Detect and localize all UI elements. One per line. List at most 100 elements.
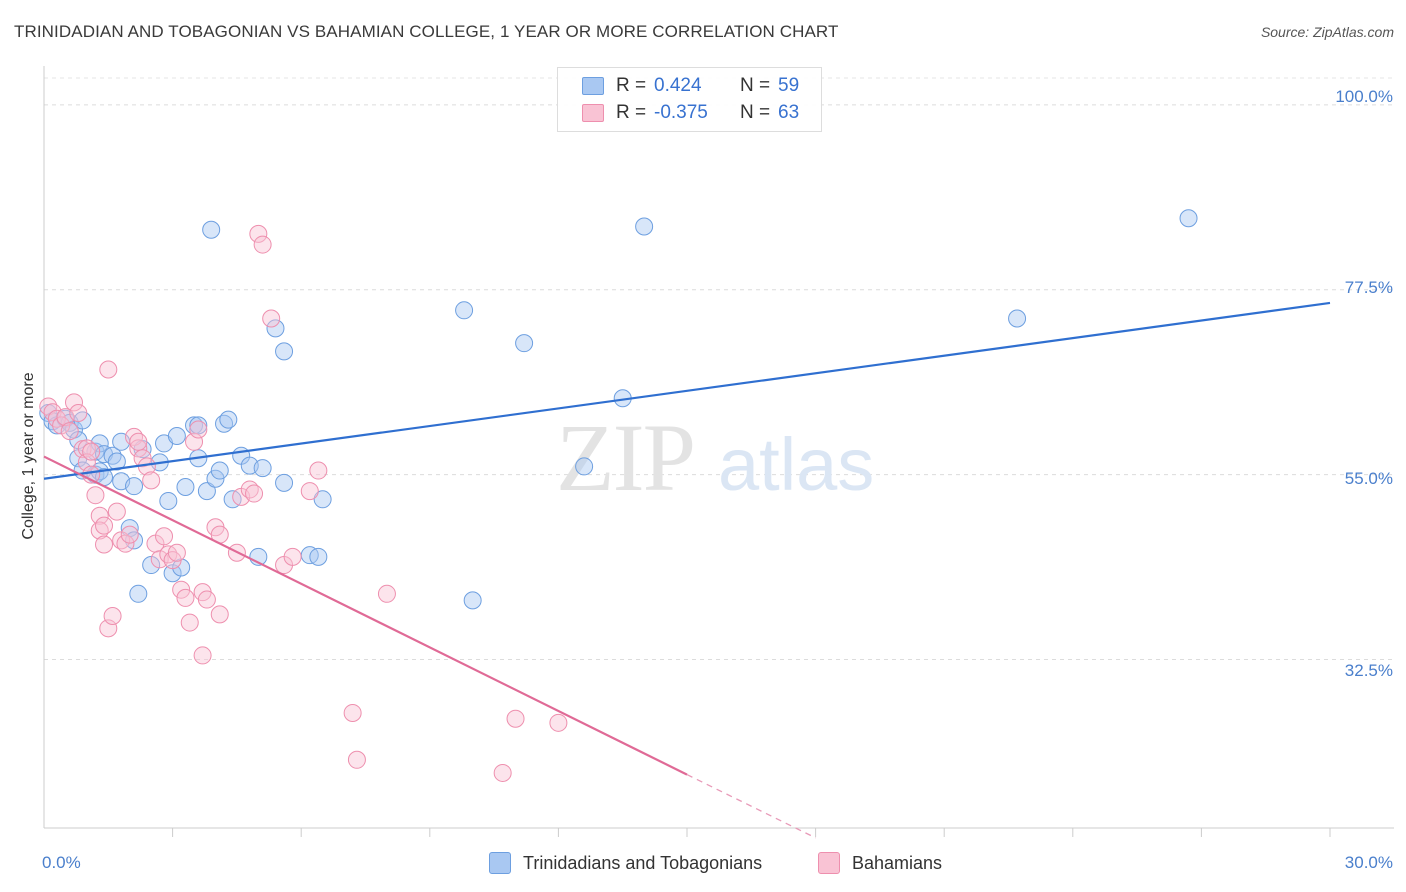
chart-source: Source: ZipAtlas.com — [1260, 24, 1394, 40]
legend-swatch-pink — [818, 852, 840, 874]
point-bahamian — [120, 525, 139, 544]
point-trinidadian — [275, 342, 294, 361]
point-trinidadian — [275, 473, 294, 492]
stats-swatch-pink — [582, 104, 604, 122]
point-bahamian — [283, 547, 302, 566]
point-bahamian — [95, 516, 114, 535]
point-trinidadian — [313, 490, 332, 509]
point-bahamian — [210, 605, 229, 624]
legend-item-trinidadian[interactable]: Trinidadians and Tobagonians — [489, 852, 762, 874]
point-bahamian — [343, 703, 362, 722]
point-bahamian — [172, 580, 191, 599]
point-bahamian — [142, 471, 161, 490]
trend-line-bahamian-extension — [686, 774, 816, 839]
point-trinidadian — [206, 469, 225, 488]
point-bahamian — [95, 535, 114, 554]
point-bahamian — [155, 527, 174, 546]
chart-title: TRINIDADIAN AND TOBAGONIAN VS BAHAMIAN C… — [14, 22, 839, 41]
point-bahamian — [82, 442, 101, 461]
n-value: 59 — [778, 75, 800, 96]
point-bahamian — [52, 416, 71, 435]
point-bahamian — [249, 224, 268, 243]
axes — [43, 66, 1394, 837]
trend-line-bahamian — [43, 455, 688, 776]
point-bahamian — [69, 404, 88, 423]
point-trinidadian — [515, 334, 534, 353]
point-bahamian — [129, 432, 148, 451]
point-trinidadian — [1008, 309, 1027, 328]
point-trinidadian — [575, 457, 594, 476]
point-trinidadian — [125, 477, 144, 496]
point-bahamian — [60, 422, 79, 441]
chart-legend: Trinidadians and Tobagonians Bahamians — [0, 852, 1406, 876]
point-trinidadian — [107, 452, 126, 471]
grid-lines — [44, 77, 1394, 661]
point-trinidadian — [309, 547, 328, 566]
point-trinidadian — [463, 591, 482, 610]
y-tick-label: 100.0% — [1335, 87, 1393, 106]
point-trinidadian — [176, 477, 195, 496]
point-bahamian — [309, 461, 328, 480]
point-trinidadian — [635, 217, 654, 236]
point-bahamian — [180, 613, 199, 632]
r-label: R = — [616, 102, 647, 123]
point-trinidadian — [1179, 209, 1198, 228]
y-tick-label: 77.5% — [1344, 278, 1393, 297]
point-bahamian — [262, 309, 281, 328]
n-label: N = — [740, 75, 771, 96]
point-trinidadian — [129, 584, 148, 603]
point-bahamian — [116, 534, 135, 553]
point-bahamian — [99, 360, 118, 379]
point-bahamian — [167, 543, 186, 562]
correlation-stats-box: R = 0.424 N = 59 R = -0.375 N = 63 — [557, 67, 822, 132]
point-bahamian — [189, 420, 208, 439]
point-bahamian — [133, 449, 152, 468]
stats-swatch-blue — [582, 77, 604, 95]
point-trinidadian — [142, 556, 161, 575]
legend-item-bahamian[interactable]: Bahamians — [818, 852, 942, 874]
point-trinidadian — [210, 461, 229, 480]
y-tick-label: 55.0% — [1344, 469, 1393, 488]
watermark-zip: ZIP — [556, 404, 694, 511]
stats-row-trinidadian: R = 0.424 N = 59 — [582, 74, 799, 98]
point-trinidadian — [455, 301, 474, 320]
point-trinidadian — [266, 319, 285, 338]
point-bahamian — [107, 502, 126, 521]
legend-swatch-blue — [489, 852, 511, 874]
legend-label: Trinidadians and Tobagonians — [523, 852, 763, 873]
point-bahamian — [377, 584, 396, 603]
point-bahamian — [253, 235, 272, 254]
point-trinidadian — [197, 482, 216, 501]
r-label: R = — [616, 75, 647, 96]
point-bahamian — [129, 439, 148, 458]
point-bahamian — [245, 484, 264, 503]
trend-lines — [43, 301, 1331, 839]
point-bahamian — [193, 646, 212, 665]
point-trinidadian — [219, 410, 238, 429]
y-axis-label: College, 1 year or more — [20, 372, 37, 540]
point-bahamian — [150, 550, 169, 569]
watermark: ZIP atlas — [556, 404, 874, 511]
r-value: 0.424 — [654, 75, 702, 96]
point-bahamian — [65, 393, 84, 412]
point-bahamian — [506, 709, 525, 728]
point-bahamian — [176, 588, 195, 607]
n-label: N = — [740, 102, 771, 123]
y-tick-label: 32.5% — [1344, 661, 1393, 680]
point-trinidadian — [159, 491, 178, 510]
point-trinidadian — [163, 564, 182, 583]
point-bahamian — [197, 590, 216, 609]
trend-line-trinidadian — [43, 301, 1331, 480]
point-bahamian — [86, 486, 105, 505]
watermark-atlas: atlas — [718, 423, 874, 506]
point-bahamian — [103, 606, 122, 625]
legend-label: Bahamians — [852, 852, 943, 873]
n-value: 63 — [778, 102, 800, 123]
point-trinidadian — [202, 220, 221, 239]
point-bahamian — [90, 506, 109, 525]
point-bahamian — [549, 713, 568, 732]
point-bahamian — [300, 482, 319, 501]
point-trinidadian — [253, 459, 272, 478]
point-bahamian — [493, 763, 512, 782]
